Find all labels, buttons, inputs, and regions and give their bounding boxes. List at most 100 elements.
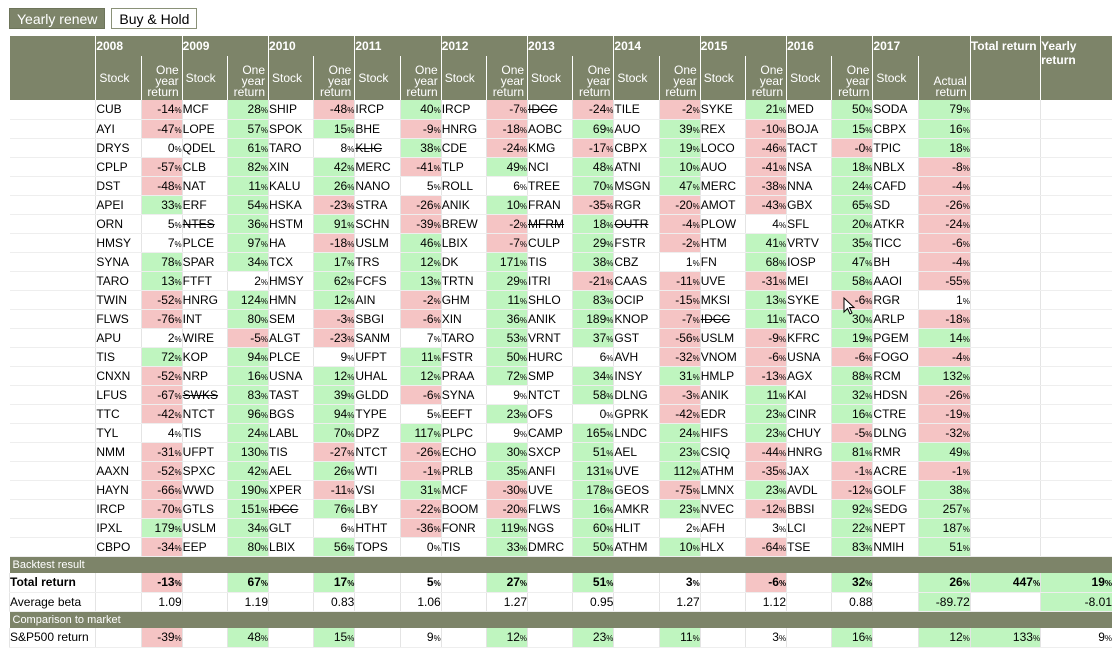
total-return-cell	[969, 442, 1041, 462]
year-header-2012: 2012	[440, 36, 528, 56]
percent-sign: %	[962, 524, 970, 534]
stock-return: 10%	[658, 157, 701, 177]
stock-ticker: HMSY	[268, 271, 314, 291]
stock-return: -6%	[399, 309, 442, 329]
return-column-header: One year return	[226, 56, 269, 100]
return-value: -42	[157, 406, 175, 421]
year-total-return-value: -6	[768, 575, 779, 590]
return-value: 57	[247, 121, 261, 136]
stock-return: -39%	[399, 214, 442, 234]
percent-sign: %	[865, 448, 873, 458]
stock-ticker: SBGI	[354, 309, 401, 329]
yearly-return-cell	[1040, 290, 1112, 310]
return-value: -2	[422, 292, 434, 307]
stock-return: -4%	[917, 347, 971, 367]
stock-ticker: NMM	[95, 442, 141, 462]
percent-sign: %	[433, 429, 441, 439]
yearly-return-cell	[1040, 252, 1112, 272]
percent-sign: %	[433, 486, 441, 496]
return-value: -34	[157, 539, 175, 554]
stock-ticker: SEM	[268, 309, 314, 329]
stock-return: -24%	[572, 100, 614, 120]
year-total-return: -13%	[140, 573, 183, 593]
stock-return: 10%	[658, 537, 701, 557]
percent-sign: %	[347, 315, 355, 325]
return-value: 33	[506, 539, 520, 554]
stock-ticker: KFRC	[786, 328, 832, 348]
stock-return: -21%	[572, 271, 614, 291]
stock-return: -76%	[140, 309, 183, 329]
percent-sign: %	[519, 634, 528, 644]
stock-ticker: SMP	[527, 366, 573, 386]
return-value: 72	[161, 349, 175, 364]
return-value: -36	[416, 520, 434, 535]
percent-sign: %	[347, 372, 355, 382]
return-value: 24	[247, 425, 261, 440]
stock-ticker: ANIK	[527, 309, 573, 329]
return-value: 48	[592, 159, 607, 174]
return-value: -41	[761, 159, 779, 174]
sp500-year-return: 16%	[831, 628, 873, 648]
table-row: CPLP -57% CLB 82% XIN 42% MERC -41% TLP 49% NCI 48%…	[9, 157, 1112, 177]
stock-return: 6%	[572, 347, 614, 367]
stock-ticker: UHAL	[354, 366, 401, 386]
stock-ticker: CBZ	[613, 252, 660, 272]
percent-sign: %	[778, 163, 787, 173]
return-value: 58	[592, 387, 607, 402]
stock-return: 23%	[744, 404, 787, 424]
return-value: 131	[586, 463, 607, 478]
summary-spacer	[699, 573, 746, 593]
table-row: FLWS -76% INT 80% SEM -3% SBGI -6% XIN 36% ANIK 189…	[9, 309, 1112, 329]
stock-return: 257%	[917, 499, 971, 519]
stock-ticker: CDE	[440, 138, 487, 158]
stock-ticker: SXCP	[527, 442, 573, 462]
percent-sign: %	[174, 277, 182, 287]
average-beta-label: Average beta	[8, 592, 96, 612]
stock-return: 9%	[485, 385, 528, 405]
stock-ticker: HDSN	[872, 385, 919, 405]
return-value: -31	[761, 273, 779, 288]
return-value: 190	[240, 482, 261, 497]
year-total-return-value: 3	[685, 575, 693, 590]
stock-return: 9%	[313, 347, 355, 367]
percent-sign: %	[692, 372, 700, 382]
stock-return: 37%	[572, 328, 614, 348]
stock-ticker: TICC	[872, 233, 919, 253]
stock-return: -7%	[485, 233, 528, 253]
stock-ticker: NVEC	[699, 499, 746, 519]
percent-sign: %	[260, 448, 269, 458]
stock-ticker: AMKR	[613, 499, 660, 519]
stock-ticker: TRTN	[440, 271, 487, 291]
table-row: HMSY 7% PLCE 97% HA -18% USLM 46% LBIX -7% CULP 29%…	[9, 233, 1112, 253]
return-value: -9	[768, 330, 779, 345]
tab-buy-and-hold[interactable]: Buy & Hold	[111, 8, 198, 29]
stock-ticker: MERC	[699, 176, 746, 196]
return-value: -11	[330, 482, 348, 497]
return-value: 6	[513, 178, 520, 193]
percent-sign: %	[865, 106, 873, 116]
return-value: 80	[247, 311, 261, 326]
total-return-label: Total return	[8, 573, 96, 593]
return-column-header: One year return	[744, 56, 787, 100]
return-value: 5	[426, 406, 434, 421]
stock-return: 33%	[485, 537, 528, 557]
percent-sign: %	[606, 182, 614, 192]
return-value: -6	[952, 235, 963, 250]
return-column-header: One year return	[831, 56, 873, 100]
stock-return: -42%	[140, 404, 183, 424]
stock-ticker: TCX	[268, 252, 314, 272]
stock-ticker: NANO	[354, 176, 401, 196]
return-value: 16	[247, 368, 261, 383]
total-return-cell	[969, 100, 1041, 120]
stock-return: 26%	[313, 461, 355, 481]
stock-ticker: LBY	[354, 499, 401, 519]
stock-ticker: OCIP	[613, 290, 660, 310]
tab-yearly-renew[interactable]: Yearly renew	[9, 8, 106, 29]
stock-ticker: IDCC	[527, 100, 573, 120]
percent-sign: %	[519, 467, 528, 477]
year-total-return-value: 5	[426, 575, 434, 590]
percent-sign: %	[347, 353, 355, 363]
stock-return: 16%	[831, 404, 873, 424]
stock-ticker: TIS	[268, 442, 314, 462]
stock-ticker: IRCP	[95, 499, 141, 519]
